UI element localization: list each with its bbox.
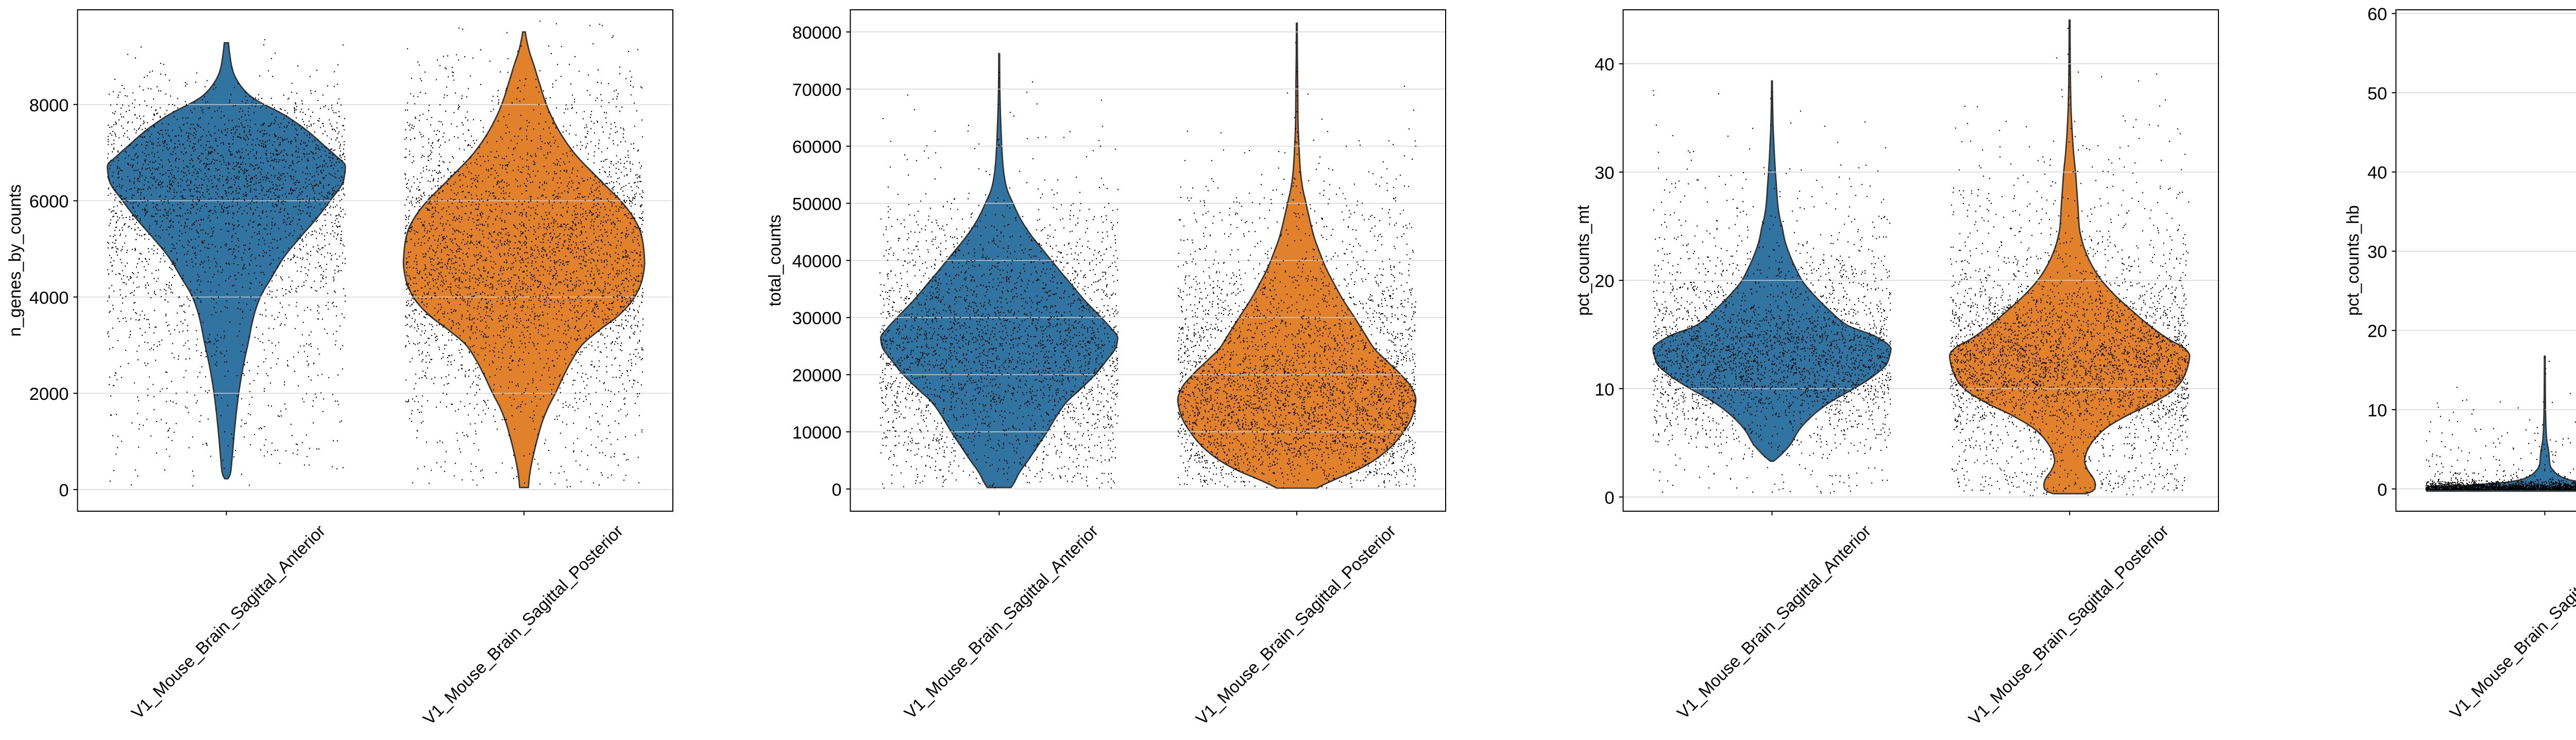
svg-text:60000: 60000 xyxy=(792,138,842,157)
svg-text:30: 30 xyxy=(2367,243,2387,262)
svg-text:80000: 80000 xyxy=(792,23,842,43)
svg-text:40: 40 xyxy=(2367,163,2387,183)
svg-text:40: 40 xyxy=(1595,55,1614,75)
svg-text:2000: 2000 xyxy=(29,384,69,404)
svg-text:20: 20 xyxy=(2367,322,2387,341)
svg-text:6000: 6000 xyxy=(29,192,69,212)
svg-text:pct_counts_hb: pct_counts_hb xyxy=(2343,205,2362,316)
svg-text:total_counts: total_counts xyxy=(765,215,784,307)
svg-text:0: 0 xyxy=(59,481,69,500)
svg-text:10: 10 xyxy=(1595,380,1614,399)
svg-text:0: 0 xyxy=(1604,489,1614,508)
svg-text:40000: 40000 xyxy=(792,251,842,271)
svg-text:8000: 8000 xyxy=(29,96,69,115)
svg-text:50000: 50000 xyxy=(792,195,842,214)
svg-text:30: 30 xyxy=(1595,163,1614,183)
svg-text:10: 10 xyxy=(2367,401,2387,421)
svg-text:70000: 70000 xyxy=(792,80,842,100)
svg-text:50: 50 xyxy=(2367,84,2387,104)
svg-text:4000: 4000 xyxy=(29,288,69,308)
svg-text:30000: 30000 xyxy=(792,309,842,328)
svg-text:10000: 10000 xyxy=(792,423,842,443)
svg-text:20: 20 xyxy=(1595,272,1614,291)
svg-text:0: 0 xyxy=(2377,480,2387,500)
svg-text:60: 60 xyxy=(2367,5,2387,24)
svg-text:n_genes_by_counts: n_genes_by_counts xyxy=(5,184,24,337)
svg-text:pct_counts_mt: pct_counts_mt xyxy=(1573,205,1592,316)
svg-text:0: 0 xyxy=(832,480,841,500)
svg-text:20000: 20000 xyxy=(792,366,842,385)
